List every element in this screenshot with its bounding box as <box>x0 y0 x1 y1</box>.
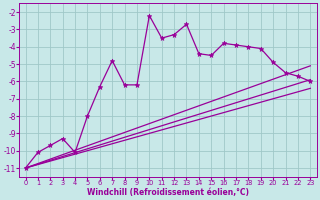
X-axis label: Windchill (Refroidissement éolien,°C): Windchill (Refroidissement éolien,°C) <box>87 188 249 197</box>
